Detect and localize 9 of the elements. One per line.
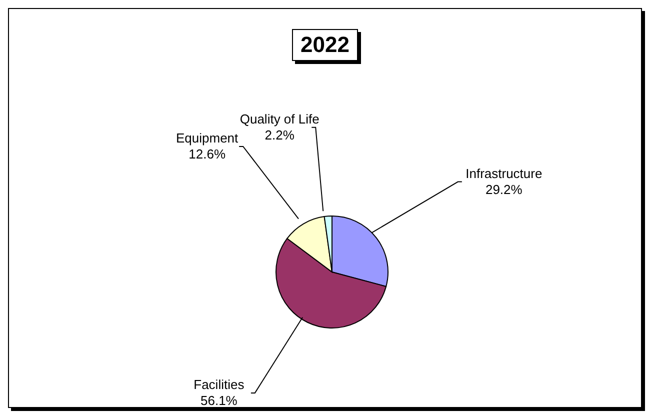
chart-title: 2022: [292, 29, 358, 61]
data-label: 12.6%: [188, 146, 226, 162]
slice-label: Facilities: [194, 376, 245, 392]
data-label: 2.2%: [264, 127, 295, 142]
data-label: 29.2%: [485, 182, 523, 197]
slice-label: Equipment: [176, 130, 239, 146]
slice-label: Quality of Life: [240, 111, 320, 126]
data-label: 56.1%: [200, 392, 238, 408]
slice-label: Infrastructure: [466, 166, 542, 181]
